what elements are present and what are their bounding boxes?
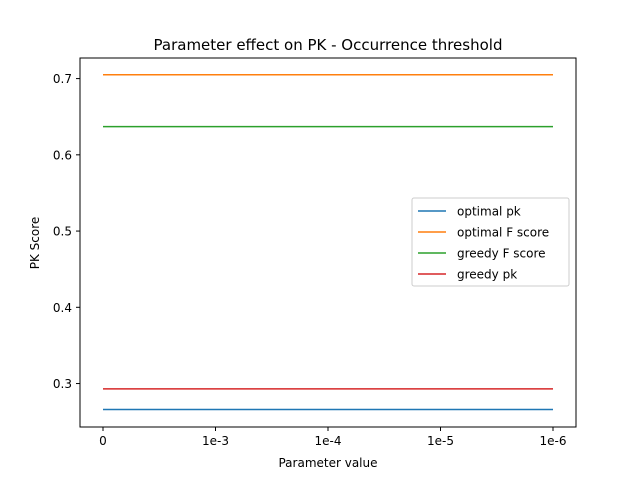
y-tick-label-3: 0.6 xyxy=(53,148,72,162)
series-layer xyxy=(103,74,553,411)
chart-title: Parameter effect on PK - Occurrence thre… xyxy=(154,36,503,54)
y-tick-label-1: 0.4 xyxy=(53,301,72,315)
x-tick-label-3: 1e-5 xyxy=(427,434,454,448)
legend-box xyxy=(411,197,570,287)
y-tick-label-2: 0.5 xyxy=(53,225,72,239)
legend-label-1: optimal F score xyxy=(457,226,549,240)
x-tick-label-1: 1e-3 xyxy=(202,434,229,448)
x-tick-label-4: 1e-6 xyxy=(540,434,567,448)
legend-label-0: optimal pk xyxy=(457,205,521,219)
y-tick-label-4: 0.7 xyxy=(53,72,72,86)
y-axis-label: PK Score xyxy=(28,217,42,270)
x-axis-label: Parameter value xyxy=(278,456,377,470)
x-tick-label-2: 1e-4 xyxy=(315,434,342,448)
x-tick-label-0: 0 xyxy=(99,434,107,448)
x-axis: 0 1e-3 1e-4 1e-5 1e-6 xyxy=(99,427,566,448)
legend-label-2: greedy F score xyxy=(457,247,546,261)
y-tick-label-0: 0.3 xyxy=(53,377,72,391)
y-axis: 0.3 0.4 0.5 0.6 0.7 xyxy=(53,72,80,391)
legend-label-3: greedy pk xyxy=(457,268,517,282)
legend: optimal pk optimal F score greedy F score g… xyxy=(411,197,570,287)
